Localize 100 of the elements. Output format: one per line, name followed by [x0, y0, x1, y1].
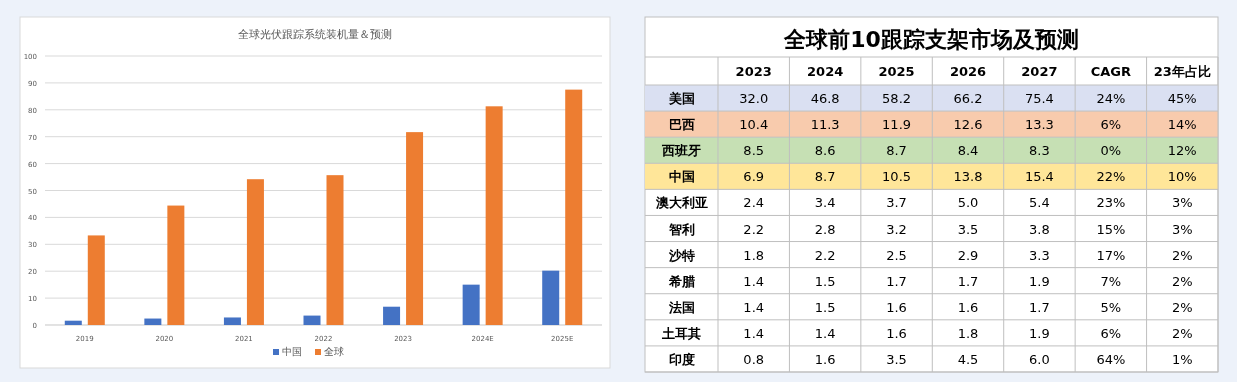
x-tick-label: 2024: [807, 64, 844, 79]
data-label: 24%: [1096, 91, 1126, 107]
data-label: 3.5: [886, 351, 907, 367]
data-label: 1.7: [957, 273, 979, 289]
data-label: 1.4: [814, 325, 836, 341]
data-label: 3.5: [957, 221, 979, 237]
data-label: 2.8: [814, 221, 836, 237]
data-label: 17%: [1096, 247, 1126, 263]
data-label: 1.7: [1029, 299, 1050, 315]
data-label: 5.0: [957, 195, 979, 211]
bar: [485, 106, 503, 325]
data-label: 3.2: [886, 221, 907, 237]
y-tick-label: 西班牙: [661, 143, 701, 159]
data-label: 14%: [1167, 117, 1197, 133]
legend-label: 全球: [324, 346, 344, 357]
y-tick-label: 巴西: [668, 117, 695, 133]
data-label: 8.7: [814, 169, 836, 185]
y-tick-label: 法国: [667, 299, 695, 315]
data-label: 1.4: [743, 273, 765, 289]
data-label: 45%: [1167, 91, 1197, 107]
bar: [87, 235, 105, 325]
x-tick-label: 23年占比: [1153, 64, 1211, 79]
data-label: 3.7: [886, 195, 907, 211]
data-label: 1.6: [814, 351, 836, 367]
data-label: 15.4: [1024, 169, 1054, 185]
x-tick-label: 2023: [735, 64, 772, 79]
data-label: 2.2: [814, 247, 836, 263]
data-label: 11.9: [882, 117, 912, 133]
chart-title: 全球光伏跟踪系统装机量＆预测: [238, 28, 392, 41]
data-label: 10%: [1167, 169, 1197, 185]
data-label: 3%: [1171, 221, 1193, 237]
data-label: 3.8: [1029, 221, 1050, 237]
bar: [144, 318, 162, 325]
data-label: 1.6: [957, 299, 979, 315]
data-label: 6%: [1100, 325, 1122, 341]
data-label: 11.3: [810, 117, 840, 133]
data-label: 1%: [1171, 351, 1193, 367]
data-label: 2.9: [957, 247, 979, 263]
data-label: 3.3: [1029, 247, 1050, 263]
data-label: 1.4: [743, 299, 765, 315]
data-label: 75.4: [1024, 91, 1054, 107]
y-tick-label: 印度: [668, 351, 695, 367]
data-label: 3%: [1171, 195, 1193, 211]
data-label: 8.4: [957, 143, 979, 159]
data-label: 1.8: [743, 247, 765, 263]
data-label: 6%: [1100, 117, 1122, 133]
data-label: 58.2: [882, 91, 912, 107]
data-label: 2.5: [886, 247, 907, 263]
bar: [303, 315, 321, 325]
data-label: 13.3: [1024, 117, 1054, 133]
data-label: 0.8: [743, 351, 765, 367]
y-tick-label: 澳大利亚: [654, 195, 708, 211]
data-label: 32.0: [739, 91, 769, 107]
data-label: 8.5: [743, 143, 765, 159]
data-label: 8.7: [886, 143, 907, 159]
data-label: 1.8: [957, 325, 979, 341]
data-label: 1.9: [1029, 273, 1050, 289]
legend-label: 中国: [282, 346, 302, 357]
bar: [406, 132, 424, 325]
data-label: 1.9: [1029, 325, 1050, 341]
bar: [64, 320, 82, 325]
data-label: 2%: [1171, 273, 1193, 289]
data-label: 2%: [1171, 299, 1193, 315]
data-label: 10.4: [739, 117, 769, 133]
y-tick-label: 土耳其: [661, 325, 701, 341]
y-tick-label: 中国: [668, 169, 695, 185]
data-label: 1.6: [886, 325, 907, 341]
data-label: 8.6: [814, 143, 836, 159]
data-label: 5%: [1100, 299, 1122, 315]
data-label: 1.4: [743, 325, 765, 341]
bar: [246, 179, 264, 325]
data-label: 15%: [1096, 221, 1126, 237]
data-label: 3.4: [814, 195, 836, 211]
data-label: 0%: [1100, 143, 1122, 159]
data-label: 2.2: [743, 221, 765, 237]
data-label: 22%: [1096, 169, 1126, 185]
x-tick-label: CAGR: [1090, 64, 1132, 79]
data-label: 2.4: [743, 195, 765, 211]
data-label: 2%: [1171, 325, 1193, 341]
x-tick-label: 2026: [949, 64, 987, 79]
data-label: 66.2: [953, 91, 983, 107]
data-label: 1.5: [814, 299, 836, 315]
data-label: 1.7: [886, 273, 907, 289]
data-label: 4.5: [957, 351, 979, 367]
bar: [167, 205, 185, 325]
chart-title: 全球前10跟踪支架市场及预测: [783, 27, 1079, 52]
bar: [565, 89, 583, 325]
bar: [542, 270, 560, 325]
bar: [326, 175, 344, 325]
y-tick-label: 沙特: [667, 247, 695, 263]
data-label: 8.3: [1029, 143, 1050, 159]
x-tick-label: 2025: [878, 64, 915, 79]
bar: [462, 284, 480, 325]
data-label: 5.4: [1029, 195, 1050, 211]
y-tick-label: 美国: [667, 91, 695, 107]
data-label: 23%: [1096, 195, 1126, 211]
data-label: 12%: [1167, 143, 1197, 159]
data-label: 46.8: [810, 91, 840, 107]
data-label: 1.5: [814, 273, 836, 289]
data-label: 7%: [1100, 273, 1122, 289]
